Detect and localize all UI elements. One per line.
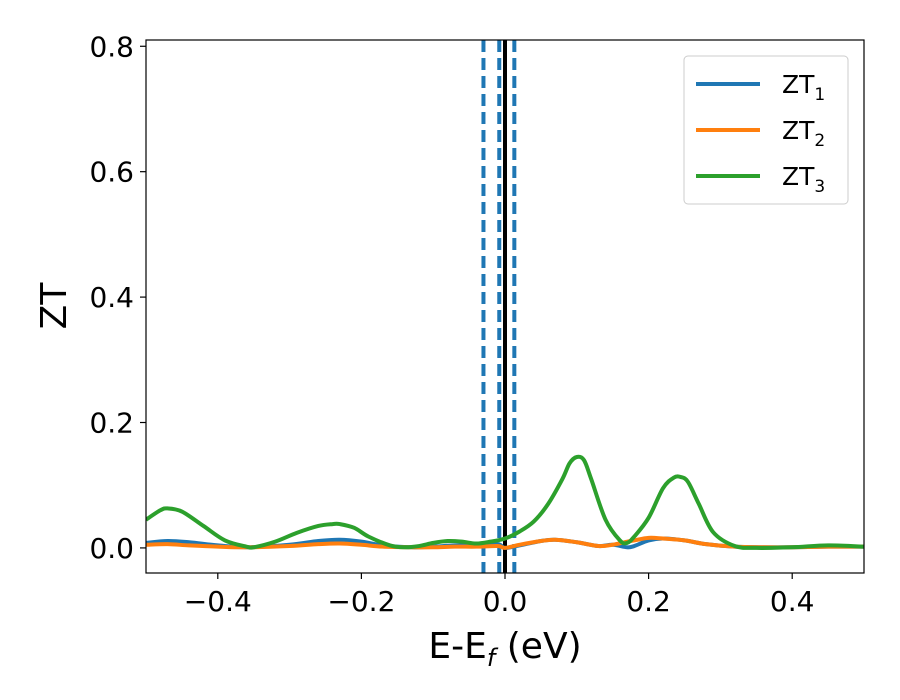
series-line-zt2 (146, 535, 864, 550)
y-tick-label: 0.4 (89, 281, 134, 314)
legend-label-zt2: ZT2 (782, 116, 825, 151)
legend-box (683, 55, 849, 205)
x-axis-title-base: E-E (428, 626, 486, 667)
y-axis-title: ZT (34, 282, 75, 330)
x-tick-label: −0.2 (327, 585, 395, 618)
legend: ZT1 ZT2 ZT3 (683, 55, 849, 205)
legend-label-zt3: ZT3 (782, 162, 825, 197)
y-tick-label: 0.6 (89, 156, 134, 189)
series-line-zt3 (146, 454, 864, 550)
reference-lines (481, 40, 517, 573)
x-tick-label: 0.0 (483, 585, 528, 618)
y-tick-label: 0.0 (89, 532, 134, 565)
x-axis-title-unit: (eV) (495, 626, 581, 667)
series-layer (146, 454, 864, 550)
x-tick-label: 0.4 (770, 585, 815, 618)
y-tick-label: 0.8 (89, 30, 134, 63)
x-tick-label: −0.4 (184, 585, 252, 618)
y-tick-label: 0.2 (89, 407, 134, 440)
x-tick-label: 0.2 (626, 585, 671, 618)
y-axis: 0.0 0.2 0.4 0.6 0.8 (89, 30, 146, 565)
x-axis-title: E-Ef (eV) (428, 626, 581, 672)
x-axis: −0.4 −0.2 0.0 0.2 0.4 (184, 573, 815, 618)
legend-label-zt1: ZT1 (782, 70, 825, 105)
